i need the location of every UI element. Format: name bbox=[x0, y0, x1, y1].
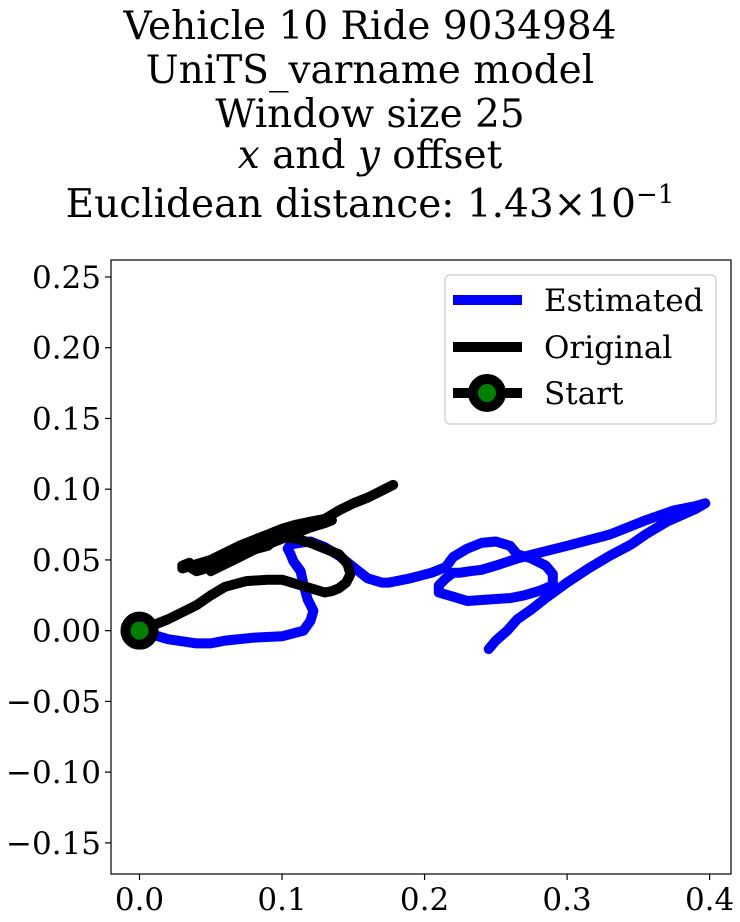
title-exponent: −1 bbox=[635, 180, 675, 210]
chart-title-line-2: UniTS_varname model bbox=[145, 48, 595, 93]
legend-box bbox=[444, 274, 717, 425]
y-tick-label: −0.15 bbox=[6, 826, 101, 862]
legend-start-marker bbox=[468, 374, 506, 412]
legend-start-label: Start bbox=[544, 376, 624, 412]
x-tick-label: 0.0 bbox=[115, 882, 164, 918]
x-axis-ticks: 0.0 0.1 0.2 0.3 0.4 bbox=[115, 874, 734, 918]
title-times: × bbox=[553, 182, 587, 227]
y-tick-label: 0.20 bbox=[32, 331, 101, 367]
y-tick-label: 0.10 bbox=[32, 472, 101, 508]
y-tick-label: 0.05 bbox=[32, 543, 101, 579]
title-distance-prefix: Euclidean distance: bbox=[65, 182, 467, 227]
title-x-var: x bbox=[237, 133, 260, 178]
title-and: and bbox=[259, 133, 358, 178]
y-tick-label: 0.15 bbox=[32, 401, 101, 437]
start-marker bbox=[120, 611, 159, 650]
series-estimated-line bbox=[134, 498, 711, 655]
x-tick-label: 0.4 bbox=[685, 882, 734, 918]
x-tick-label: 0.2 bbox=[400, 882, 449, 918]
chart-title-line-5: Euclidean distance: 1.43×10−1 bbox=[0, 180, 740, 227]
x-tick-label: 0.3 bbox=[542, 882, 591, 918]
title-base: 10 bbox=[586, 182, 636, 227]
y-tick-label: 0.25 bbox=[32, 260, 101, 296]
chart-title-line-4: x and y offset bbox=[0, 133, 740, 178]
chart-title-line-1: Vehicle 10 Ride 9034984 bbox=[123, 4, 617, 49]
series-original-line bbox=[134, 479, 399, 636]
y-tick-label: 0.00 bbox=[32, 614, 101, 650]
legend-estimated-label: Estimated bbox=[544, 283, 703, 319]
legend: Estimated Original Start bbox=[444, 274, 717, 425]
y-tick-label: −0.10 bbox=[6, 755, 101, 791]
axes-frame bbox=[110, 259, 732, 875]
title-distance-mantissa: 1.43 bbox=[466, 182, 554, 227]
legend-original-label: Original bbox=[544, 330, 672, 366]
y-axis-ticks: 0.25 0.20 0.15 0.10 0.05 0.00 −0.05 −0.10 −0.15 bbox=[6, 260, 111, 862]
y-tick-label: −0.05 bbox=[6, 684, 101, 720]
chart-title-line-3: Window size 25 bbox=[215, 92, 525, 137]
title-y-var: y bbox=[357, 133, 380, 178]
x-tick-label: 0.1 bbox=[257, 882, 306, 918]
plot-area bbox=[120, 479, 711, 655]
title-offset: offset bbox=[379, 133, 503, 178]
